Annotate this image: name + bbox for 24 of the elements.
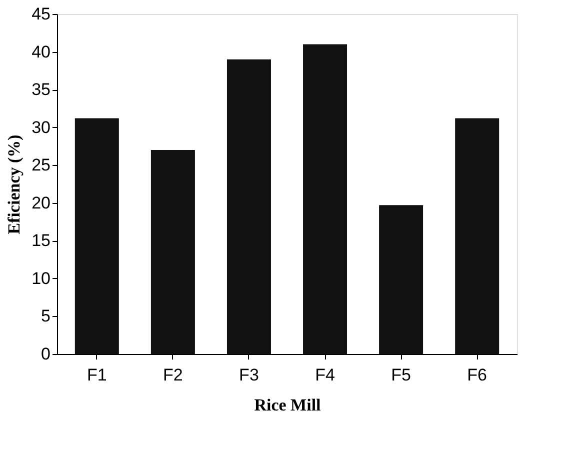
y-tick-label: 0 (41, 344, 50, 364)
x-tick-label: F1 (86, 366, 107, 384)
x-tick-label: F3 (239, 366, 259, 384)
bar (303, 44, 348, 354)
y-tick-label: 5 (41, 306, 50, 326)
x-axis-title: Rice Mill (254, 396, 322, 414)
y-tick-label: 20 (32, 193, 50, 212)
y-axis-title: Eficiency (%) (4, 134, 24, 234)
y-tick-label: 35 (32, 80, 50, 100)
x-tick-label: F2 (163, 366, 183, 384)
x-tick-label: F6 (467, 366, 488, 384)
bar (455, 118, 500, 354)
bar (74, 118, 119, 354)
y-tick-label: 10 (32, 268, 50, 288)
bar (379, 205, 424, 354)
y-tick-label: 15 (32, 231, 50, 250)
y-tick-label: 45 (32, 4, 50, 24)
x-tick-label: F5 (391, 366, 411, 384)
x-tick-label: F4 (315, 366, 335, 384)
y-tick-label: 30 (32, 118, 50, 137)
y-tick-label: 40 (32, 42, 50, 62)
bar (150, 150, 195, 354)
bar (226, 59, 271, 354)
y-tick-label: 25 (32, 156, 50, 175)
